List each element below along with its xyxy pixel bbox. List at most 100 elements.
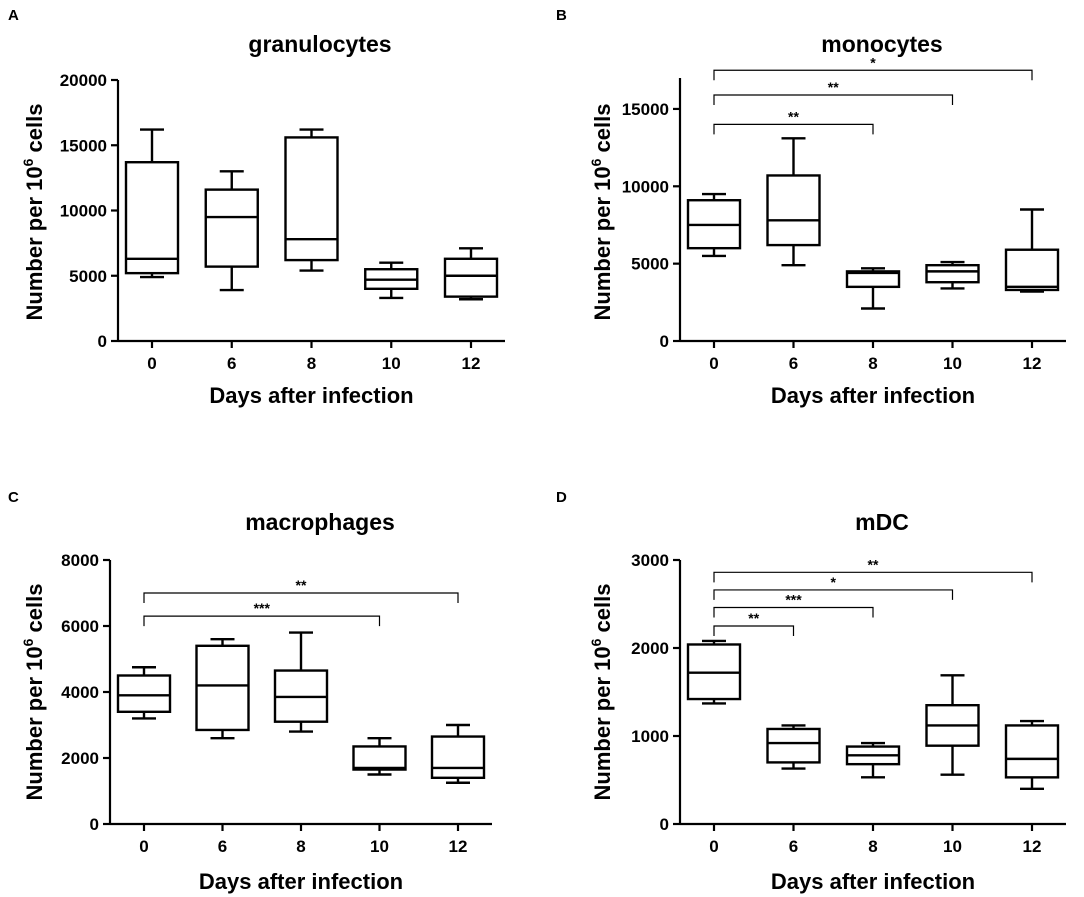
significance-label: *** bbox=[254, 600, 271, 616]
bracket-line bbox=[713, 606, 874, 618]
y-tick-label: 10000 bbox=[622, 177, 669, 196]
x-tick-label: 12 bbox=[462, 354, 481, 373]
box-day-6 bbox=[195, 638, 250, 740]
box-day-6 bbox=[204, 170, 259, 292]
box-day-0 bbox=[116, 666, 172, 720]
box-day-0 bbox=[124, 128, 180, 279]
significance-bracket: ** bbox=[713, 108, 874, 135]
x-tick-label: 10 bbox=[943, 837, 962, 856]
significance-bracket: ** bbox=[713, 79, 954, 106]
x-tick-label: 8 bbox=[296, 837, 305, 856]
iqr-box bbox=[124, 161, 180, 275]
significance-label: * bbox=[831, 574, 837, 590]
chart-title: monocytes bbox=[821, 31, 942, 57]
significance-label: ** bbox=[748, 610, 759, 626]
y-tick-label: 0 bbox=[660, 332, 669, 351]
y-tick-label: 5000 bbox=[69, 267, 107, 286]
iqr-box bbox=[766, 727, 821, 764]
iqr-box bbox=[116, 674, 172, 713]
y-tick-label: 4000 bbox=[61, 683, 99, 702]
y-axis-label: Number per 106 cells bbox=[588, 104, 615, 321]
box-day-6 bbox=[766, 137, 821, 267]
y-axis-label-tail: cells bbox=[590, 584, 615, 639]
y-axis-label-tail: cells bbox=[22, 584, 47, 639]
y-axis-label-superscript: 6 bbox=[588, 638, 604, 646]
significance-label: ** bbox=[788, 108, 799, 124]
y-axis-label: Number per 106 cells bbox=[588, 584, 615, 801]
y-tick-label: 0 bbox=[90, 815, 99, 834]
box-day-12 bbox=[443, 247, 499, 301]
iqr-box bbox=[195, 644, 250, 732]
x-tick-label: 12 bbox=[449, 837, 468, 856]
box-day-10 bbox=[364, 261, 419, 300]
significance-bracket: *** bbox=[143, 600, 381, 627]
x-axis-label: Days after infection bbox=[209, 383, 413, 408]
box-day-8 bbox=[845, 741, 901, 779]
bracket-line bbox=[713, 589, 954, 600]
y-tick-label: 1000 bbox=[631, 727, 669, 746]
y-tick-label: 10000 bbox=[60, 202, 107, 221]
x-tick-label: 6 bbox=[789, 837, 798, 856]
y-axis-label: Number per 106 cells bbox=[20, 584, 47, 801]
iqr-box bbox=[430, 735, 486, 779]
y-tick-label: 3000 bbox=[631, 551, 669, 570]
y-axis-label-main: Number per 10 bbox=[22, 166, 47, 320]
bracket-line bbox=[713, 571, 1033, 583]
significance-bracket: * bbox=[713, 54, 1033, 81]
y-axis-label-superscript: 6 bbox=[20, 158, 36, 166]
panel-letter: D bbox=[556, 489, 567, 506]
bracket-line bbox=[713, 625, 795, 636]
y-axis-label-main: Number per 10 bbox=[590, 646, 615, 800]
box-day-10 bbox=[352, 737, 407, 776]
significance-bracket: ** bbox=[713, 556, 1033, 583]
y-tick-label: 8000 bbox=[61, 551, 99, 570]
y-tick-label: 0 bbox=[98, 332, 107, 351]
x-tick-label: 12 bbox=[1023, 837, 1042, 856]
significance-bracket: ** bbox=[143, 577, 459, 603]
y-axis-label-superscript: 6 bbox=[20, 638, 36, 646]
x-tick-label: 8 bbox=[307, 354, 316, 373]
x-tick-label: 10 bbox=[370, 837, 389, 856]
iqr-box bbox=[1004, 724, 1060, 779]
box-day-10 bbox=[925, 674, 980, 776]
x-tick-label: 0 bbox=[709, 837, 718, 856]
y-tick-label: 2000 bbox=[61, 749, 99, 768]
y-tick-label: 15000 bbox=[622, 100, 669, 119]
significance-bracket: ** bbox=[713, 610, 795, 636]
iqr-box bbox=[766, 174, 821, 247]
panel-letter: C bbox=[8, 489, 19, 506]
x-tick-label: 8 bbox=[868, 354, 877, 373]
chart-title: mDC bbox=[855, 509, 909, 535]
x-tick-label: 10 bbox=[943, 354, 962, 373]
box-day-12 bbox=[1004, 208, 1060, 293]
box-day-10 bbox=[925, 260, 980, 290]
box-day-8 bbox=[273, 631, 329, 733]
chart-title: granulocytes bbox=[248, 31, 391, 57]
bracket-line bbox=[143, 592, 459, 603]
y-axis-label-main: Number per 10 bbox=[22, 646, 47, 800]
bracket-line bbox=[713, 94, 954, 106]
significance-label: ** bbox=[296, 577, 307, 593]
x-axis-label: Days after infection bbox=[199, 869, 403, 894]
y-tick-label: 6000 bbox=[61, 617, 99, 636]
x-tick-label: 12 bbox=[1023, 354, 1042, 373]
iqr-box bbox=[443, 257, 499, 298]
box-day-0 bbox=[686, 192, 742, 258]
iqr-box bbox=[925, 263, 980, 284]
y-tick-label: 5000 bbox=[631, 255, 669, 274]
x-tick-label: 0 bbox=[139, 837, 148, 856]
box-day-12 bbox=[430, 723, 486, 784]
y-axis-label-tail: cells bbox=[22, 104, 47, 159]
x-tick-label: 10 bbox=[382, 354, 401, 373]
panel-letter: A bbox=[8, 7, 19, 24]
iqr-box bbox=[284, 136, 339, 262]
x-tick-label: 8 bbox=[868, 837, 877, 856]
box-day-8 bbox=[284, 128, 339, 272]
y-axis-label-tail: cells bbox=[590, 104, 615, 159]
significance-label: *** bbox=[785, 592, 802, 608]
